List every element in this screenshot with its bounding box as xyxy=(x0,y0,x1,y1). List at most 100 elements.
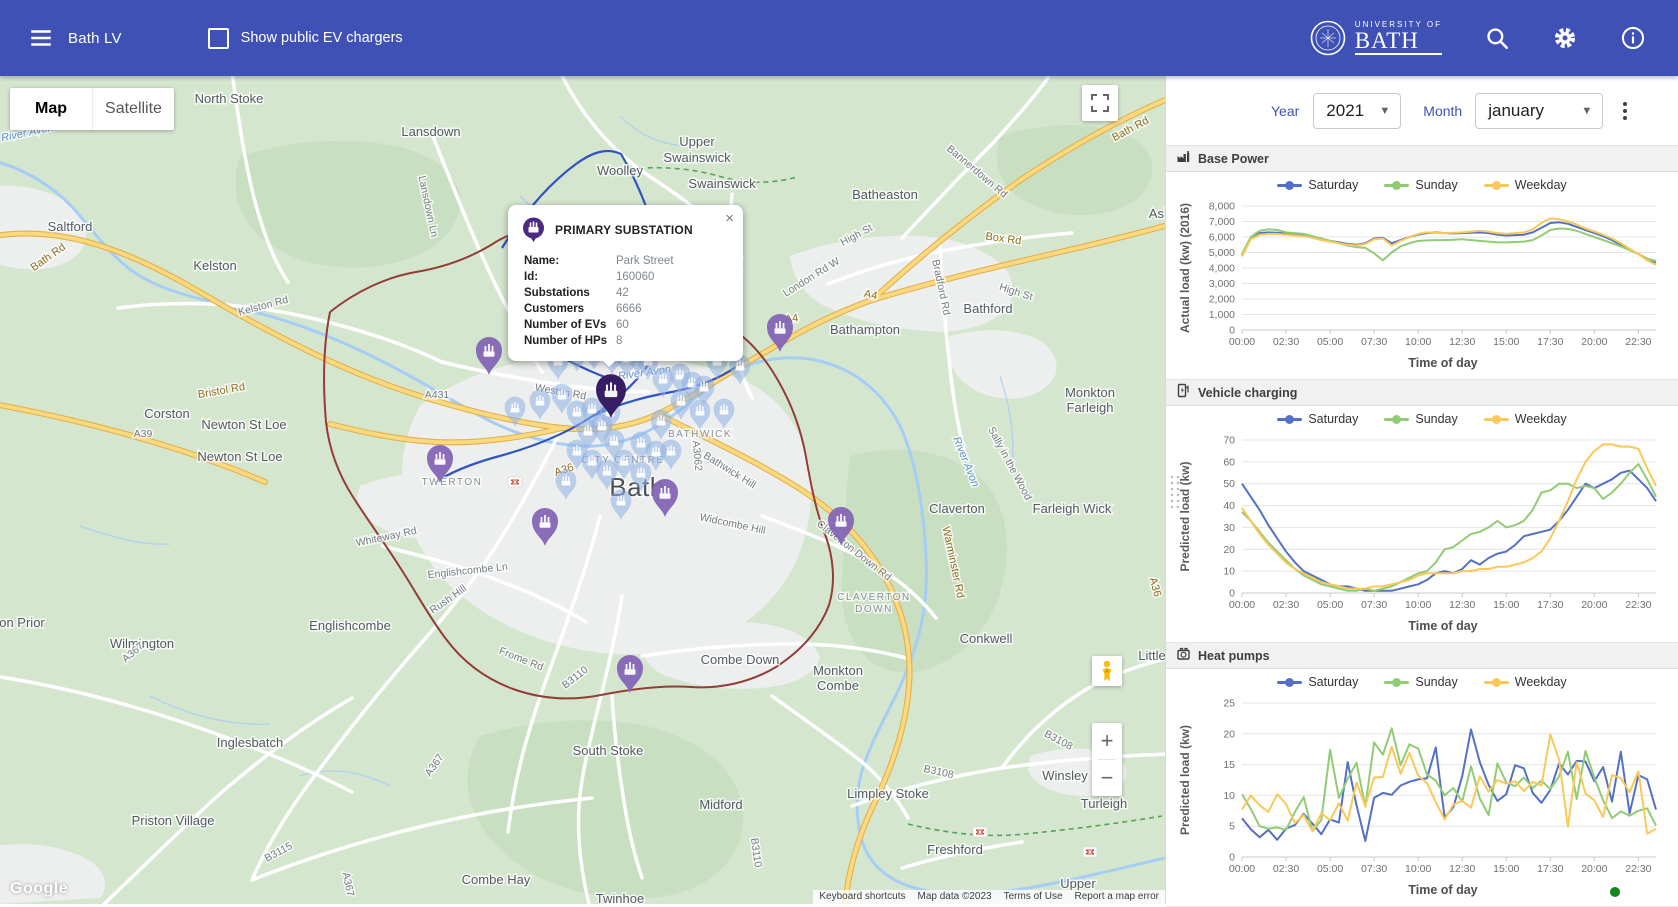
selected-substation-pin[interactable] xyxy=(596,374,626,418)
info-icon[interactable] xyxy=(1620,25,1646,51)
substation-info-popup: × PRIMARY SUBSTATION Name: Park Street Id:… xyxy=(508,205,743,367)
svg-text:2,000: 2,000 xyxy=(1209,294,1235,306)
secondary-substation-pin[interactable] xyxy=(591,414,613,445)
secondary-substation-pin[interactable] xyxy=(581,397,603,428)
map-label: Ash xyxy=(1149,206,1165,221)
map-view-button[interactable]: Map xyxy=(10,88,92,130)
secondary-substation-pin[interactable] xyxy=(504,396,526,427)
legend-item-saturday[interactable]: Saturday xyxy=(1277,412,1358,426)
line-chart[interactable]: 0 5 10 15 20 25 00:00 02:30 05:00 07:30 10:00 12:30… xyxy=(1176,695,1668,883)
secondary-substation-pin[interactable] xyxy=(613,449,635,480)
map-canvas[interactable]: North StokeLansdownWoolleyUpperSwainswic… xyxy=(0,76,1165,904)
svg-text:10: 10 xyxy=(1223,790,1235,802)
primary-substation-pin[interactable] xyxy=(828,507,854,545)
secondary-substation-pin[interactable] xyxy=(529,389,551,420)
svg-text:3,000: 3,000 xyxy=(1209,278,1235,290)
secondary-substation-pin[interactable] xyxy=(630,461,652,492)
secondary-substation-pin[interactable] xyxy=(566,439,588,470)
legend-item-sunday[interactable]: Sunday xyxy=(1384,178,1458,192)
primary-substation-pin[interactable] xyxy=(767,314,793,352)
map-label: South Stoke xyxy=(573,743,644,758)
popup-field-row: Customers 6666 xyxy=(524,301,731,317)
legend-item-weekday[interactable]: Weekday xyxy=(1483,178,1567,192)
svg-text:20:00: 20:00 xyxy=(1581,863,1607,875)
fullscreen-button[interactable] xyxy=(1082,85,1118,121)
hamburger-menu-icon[interactable] xyxy=(28,25,54,51)
secondary-substation-pin[interactable] xyxy=(603,429,625,460)
secondary-substation-pin[interactable] xyxy=(660,439,682,470)
primary-substation-pin[interactable] xyxy=(532,508,558,546)
legend-item-sunday[interactable]: Sunday xyxy=(1384,412,1458,426)
zoom-out-button[interactable]: − xyxy=(1100,765,1114,790)
legend-item-saturday[interactable]: Saturday xyxy=(1277,675,1358,689)
secondary-substation-pin[interactable] xyxy=(650,409,672,440)
legend-item-sunday[interactable]: Sunday xyxy=(1384,675,1458,689)
secondary-substation-pin[interactable] xyxy=(581,449,603,480)
secondary-substation-pin[interactable] xyxy=(729,354,751,385)
secondary-substation-pin[interactable] xyxy=(713,398,735,429)
search-icon[interactable] xyxy=(1484,25,1510,51)
popup-field-label: Id: xyxy=(524,271,539,283)
satellite-view-button[interactable]: Satellite xyxy=(92,88,174,130)
popup-field-label: Number of HPs xyxy=(524,335,608,347)
map-label: Newton St Loe xyxy=(201,417,286,432)
primary-substation-pin[interactable] xyxy=(652,479,678,517)
more-options-menu[interactable] xyxy=(1619,98,1631,124)
legend-item-saturday[interactable]: Saturday xyxy=(1277,178,1358,192)
secondary-substation-pin[interactable] xyxy=(551,383,573,414)
map-label: Monkton xyxy=(1065,385,1115,400)
panel-header: Year 2021 ▼ Month january ▼ xyxy=(1166,76,1678,146)
svg-text:05:00: 05:00 xyxy=(1317,336,1343,348)
attribution-item[interactable]: Keyboard shortcuts xyxy=(813,890,912,904)
map-label: North Stoke xyxy=(195,91,264,106)
svg-text:07:30: 07:30 xyxy=(1361,863,1387,875)
panel-drag-handle[interactable] xyxy=(1169,474,1183,510)
secondary-substation-pin[interactable] xyxy=(669,363,691,394)
popup-title: PRIMARY SUBSTATION xyxy=(555,222,693,237)
svg-text:10: 10 xyxy=(1223,566,1235,578)
attribution-item[interactable]: Terms of Use xyxy=(997,890,1069,904)
show-ev-chargers-toggle[interactable]: Show public EV chargers xyxy=(207,27,403,49)
settings-gear-icon[interactable] xyxy=(1552,25,1578,51)
ev-chargers-checkbox[interactable] xyxy=(207,27,229,49)
popup-field-row: Id: 160060 xyxy=(524,269,731,285)
month-select[interactable]: january ▼ xyxy=(1475,92,1604,129)
line-chart[interactable]: 0 1,000 2,000 3,000 4,000 5,000 6,000 7,000 8,00… xyxy=(1176,198,1668,356)
primary-substation-pin[interactable] xyxy=(476,337,502,375)
popup-field-label: Name: xyxy=(524,255,560,267)
map-label: Little xyxy=(1138,648,1165,663)
zoom-control: + − xyxy=(1092,723,1122,796)
legend-item-weekday[interactable]: Weekday xyxy=(1483,412,1567,426)
logo-line1: UNIVERSITY OF xyxy=(1354,20,1442,29)
secondary-substation-pin[interactable] xyxy=(670,389,692,420)
secondary-substation-pin[interactable] xyxy=(652,367,674,398)
zoom-in-button[interactable]: + xyxy=(1100,728,1114,753)
secondary-substation-pin[interactable] xyxy=(610,489,632,520)
svg-text:05:00: 05:00 xyxy=(1317,599,1343,611)
legend-item-weekday[interactable]: Weekday xyxy=(1483,675,1567,689)
svg-text:10:00: 10:00 xyxy=(1405,599,1431,611)
close-icon[interactable]: × xyxy=(725,210,734,227)
primary-substation-pin[interactable] xyxy=(427,445,453,483)
map[interactable]: North Stoke Lansdown Woolley Upper Swainswic… xyxy=(0,76,1165,904)
secondary-substation-pin[interactable] xyxy=(630,431,652,462)
primary-substation-pin[interactable] xyxy=(617,655,643,693)
year-select[interactable]: 2021 ▼ xyxy=(1313,92,1402,129)
secondary-substation-pin[interactable] xyxy=(689,399,711,430)
legend-label: Sunday xyxy=(1415,178,1458,192)
secondary-substation-pin[interactable] xyxy=(693,375,715,406)
chart-section-vehicle-charging: Vehicle charging Saturday Sunday Weekday 0… xyxy=(1166,380,1678,643)
secondary-substation-pin[interactable] xyxy=(596,459,618,490)
svg-text:10:00: 10:00 xyxy=(1405,863,1431,875)
svg-text:07:30: 07:30 xyxy=(1361,599,1387,611)
x-axis-title: Time of day xyxy=(1408,619,1478,633)
map-label: Corston xyxy=(144,406,190,421)
pegman-control[interactable] xyxy=(1092,656,1122,686)
map-label: TWERTON xyxy=(422,477,483,488)
map-label: Kelston xyxy=(193,258,236,273)
woodland-areas xyxy=(235,124,1153,899)
charts-panel: Year 2021 ▼ Month january ▼ Base Power S… xyxy=(1165,76,1678,907)
line-chart[interactable]: 0 10 20 30 40 50 60 70 00:00 02:30 05:00 07:30 10:00… xyxy=(1176,432,1668,619)
secondary-substation-pin[interactable] xyxy=(555,469,577,500)
attribution-item[interactable]: Report a map error xyxy=(1068,890,1165,904)
